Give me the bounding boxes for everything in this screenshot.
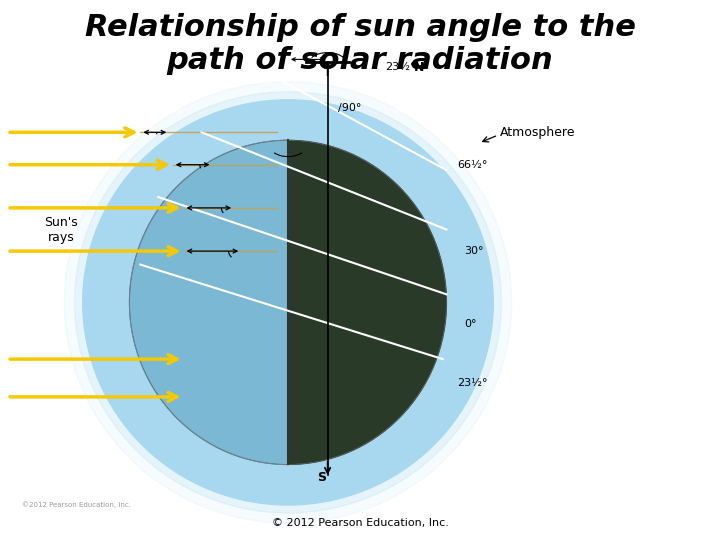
Text: 66½°: 66½°	[457, 160, 487, 170]
Ellipse shape	[75, 92, 501, 513]
Text: Atmosphere: Atmosphere	[500, 126, 576, 139]
Text: S: S	[317, 471, 325, 484]
Text: 30°: 30°	[464, 246, 484, 256]
Text: 0°: 0°	[464, 319, 477, 329]
Text: path of solar radiation: path of solar radiation	[166, 46, 554, 75]
Ellipse shape	[83, 100, 493, 505]
Ellipse shape	[130, 140, 446, 464]
Text: 23½°: 23½°	[385, 63, 415, 72]
Text: /90°: /90°	[338, 103, 361, 113]
Text: Relationship of sun angle to the: Relationship of sun angle to the	[84, 14, 636, 43]
Text: 23½°: 23½°	[457, 379, 487, 388]
Ellipse shape	[83, 100, 493, 505]
Text: Sun's
rays: Sun's rays	[45, 215, 78, 244]
Text: N: N	[414, 61, 424, 74]
Text: © 2012 Pearson Education, Inc.: © 2012 Pearson Education, Inc.	[271, 518, 449, 528]
Polygon shape	[130, 140, 288, 464]
Ellipse shape	[64, 82, 512, 523]
Text: ©2012 Pearson Education, Inc.: ©2012 Pearson Education, Inc.	[22, 501, 130, 508]
